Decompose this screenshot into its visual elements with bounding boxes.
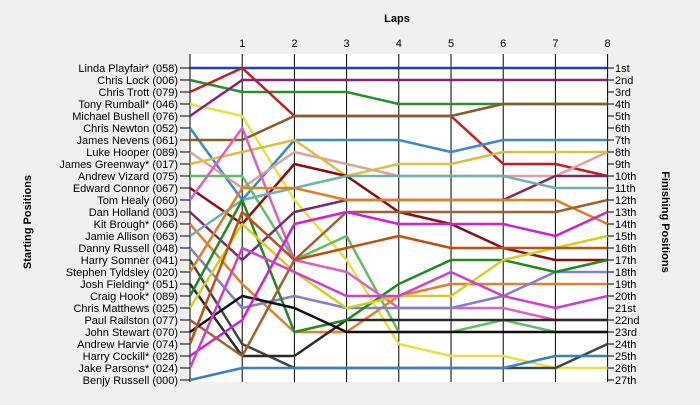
starting-label: Chris Newton (052) [83,123,178,135]
finishing-label: 25th [615,351,636,363]
starting-label: Chris Lock (006) [97,75,178,87]
series-line-6 [188,127,608,202]
finishing-label: 3rd [615,87,631,99]
starting-position-labels: Linda Playfair* (058)Chris Lock (006)Chr… [59,63,190,387]
finishing-label: 9th [615,159,630,171]
starting-label: Tony Rumball* (046) [78,99,178,111]
lap-tick-labels: 1 2 3 4 5 6 7 8 [239,38,611,50]
series-line-27 [189,354,608,382]
starting-label: Michael Bushell (076) [72,111,178,123]
starting-label: Jake Parsons* (024) [78,363,178,375]
starting-label: Andrew Harvie (074) [77,339,178,351]
series-line-7 [190,102,608,142]
finishing-label: 14th [615,219,636,231]
x-tick-label: 1 [239,38,245,50]
starting-label: Jamie Allison (063) [85,231,178,243]
finishing-label: 2nd [615,75,633,87]
finishing-label: 4th [615,99,630,111]
starting-label: Stephen Tyldsley (020) [66,267,178,279]
series-line-26 [188,246,608,369]
series-line-15 [189,174,608,238]
series-line-4 [189,102,608,370]
series-line-16 [189,247,608,310]
finishing-label: 22nd [615,315,639,327]
finishing-label: 17th [615,255,636,267]
x-tick-label: 5 [448,38,454,50]
finishing-label: 6th [615,123,630,135]
starting-label: Andrew Vizard (075) [78,171,178,183]
x-axis-title: Laps [384,13,410,25]
series-line-5 [189,78,608,118]
starting-label: Harry Cockill* (028) [83,351,178,363]
series-lines [188,66,609,382]
starting-label: Harry Somner (041) [81,255,178,267]
finishing-label: 19th [615,279,636,291]
finishing-label: 15th [615,231,636,243]
starting-label: James Nevens (061) [77,135,179,147]
grid-lines [189,54,609,382]
finishing-label: 18th [615,267,636,279]
series-line-23 [189,294,608,334]
left-axis-title: Starting Positions [22,175,34,269]
x-tick-label: 4 [396,38,402,50]
starting-label: Craig Hook* (089) [90,291,178,303]
series-line-20 [188,198,608,334]
finishing-label: 10th [615,171,636,183]
finishing-label: 20th [615,291,636,303]
finishing-label: 11th [615,183,636,195]
starting-label: Luke Hooper (089) [86,147,178,159]
finishing-label: 23rd [615,327,637,339]
starting-label: John Stewart (070) [85,327,178,339]
starting-label: Josh Fielding* (051) [80,279,178,291]
x-tick-label: 6 [500,38,506,50]
starting-label: Benjy Russell (000) [83,375,178,387]
series-line-24 [188,210,608,345]
starting-label: Kit Brough* (066) [94,219,178,231]
starting-label: Chris Trott (079) [99,87,178,99]
finishing-label: 16th [615,243,636,255]
finishing-position-labels: 1st2nd3rd4th5th6th7th8th9th10th11th12th1… [608,63,639,387]
finishing-label: 27th [615,375,636,387]
starting-label: Linda Playfair* (058) [78,63,178,75]
series-line-25 [189,210,609,358]
finishing-label: 7th [615,135,630,147]
x-tick-label: 2 [291,38,297,50]
series-line-9 [189,138,608,178]
starting-label: Dan Holland (003) [89,207,178,219]
x-tick-label: 7 [552,38,558,50]
starting-label: Danny Russell (048) [78,243,178,255]
finishing-label: 5th [615,111,630,123]
x-tick-label: 3 [344,38,350,50]
starting-label: James Greenway* (017) [59,159,178,171]
starting-label: Tom Healy (060) [97,195,178,207]
series-line-19 [188,283,608,358]
series-line-18 [188,186,609,273]
finishing-label: 1st [615,63,630,75]
starting-label: Chris Matthews (025) [73,303,178,315]
right-axis-title: Finishing Positions [659,171,671,272]
finishing-label: 12th [615,195,636,207]
finishing-label: 21st [615,303,636,315]
starting-label: Edward Connor (067) [73,183,178,195]
x-tick-label: 8 [605,38,611,50]
starting-label: Paul Railston (077) [84,315,178,327]
finishing-label: 24th [615,339,636,351]
series-line-22 [189,198,608,358]
finishing-label: 13th [615,207,636,219]
finishing-label: 8th [615,147,630,159]
finishing-label: 26th [615,363,636,375]
